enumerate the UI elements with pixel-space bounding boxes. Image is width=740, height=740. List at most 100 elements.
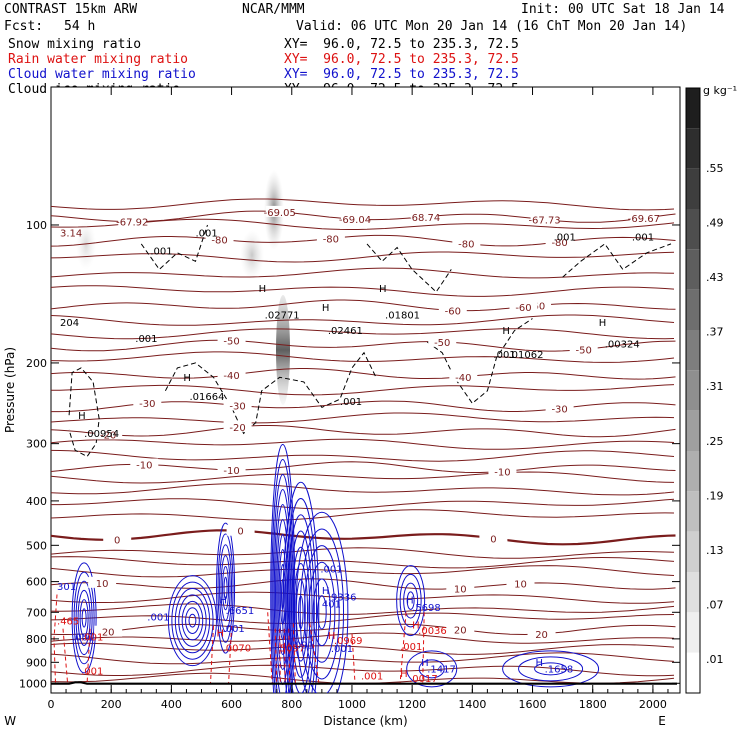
rain-water-contour xyxy=(351,633,356,684)
isotherm-label: -80 xyxy=(211,235,227,246)
east-label: E xyxy=(658,714,666,728)
rain-water-contour xyxy=(228,625,233,684)
init-time: Init: 00 UTC Sat 18 Jan 14 xyxy=(521,2,725,17)
isotherm-label-bg xyxy=(410,210,439,222)
point-label: .001 xyxy=(150,247,172,258)
point-label: H xyxy=(259,284,267,295)
isotherm-label-bg xyxy=(629,212,658,224)
point-label: H xyxy=(412,621,420,632)
isotherm-20 xyxy=(51,623,676,636)
point-label: .001 xyxy=(632,232,654,243)
isotherm-label-bg xyxy=(217,368,246,380)
point-label: .001 xyxy=(135,334,157,345)
cloud-water-contour xyxy=(273,488,292,693)
cloud-water-contour xyxy=(289,530,313,693)
y-tick-label: 1000 xyxy=(19,677,47,690)
rain-water-contour xyxy=(288,628,291,684)
colorbar-swatch xyxy=(686,168,700,209)
point-label: 401 xyxy=(322,600,341,611)
isotherm-label-bg xyxy=(446,623,475,635)
isotherm-label: -80 xyxy=(551,238,567,249)
cloud-water-contour xyxy=(518,656,584,682)
point-label: .02771 xyxy=(265,311,300,322)
cloud-water-contour xyxy=(271,458,295,693)
isotherm-label-bg xyxy=(226,524,255,536)
y-tick-label: 900 xyxy=(26,656,47,669)
isotherm-label: -30 xyxy=(551,405,567,416)
colorbar-swatch xyxy=(686,128,700,169)
isotherm-0 xyxy=(51,529,676,546)
isotherm-line xyxy=(51,251,675,263)
point-label: H xyxy=(328,631,336,642)
isotherm-label-bg xyxy=(438,304,467,316)
point-label: H xyxy=(78,411,86,422)
isotherm-label-bg xyxy=(205,233,234,245)
x-tick-label: 600 xyxy=(221,698,242,711)
cloud-water-contour xyxy=(75,580,93,656)
cloud-water-contour xyxy=(291,546,311,678)
isotherm-line xyxy=(51,267,675,279)
isotherm-line xyxy=(51,449,675,462)
y-tick-label: 300 xyxy=(26,438,47,451)
isotherm-label-bg xyxy=(223,420,252,432)
cloud-water-contour xyxy=(286,514,315,693)
cloud-water-contour xyxy=(220,555,231,622)
cloud-water-contour xyxy=(219,544,233,632)
y-axis-label: Pressure (hPa) xyxy=(3,347,17,433)
x-tick-label: 1000 xyxy=(338,698,366,711)
isotherm-line xyxy=(51,603,675,615)
isotherm-label: -69.04 xyxy=(339,215,371,226)
colorbar-swatch xyxy=(686,572,700,613)
point-label: .091 xyxy=(292,641,314,652)
isotherm-label: 10 xyxy=(96,579,109,590)
colorbar-swatch xyxy=(686,612,700,653)
field-name-cloud-water: Cloud water mixing ratio xyxy=(8,67,196,82)
rain-water-contour xyxy=(309,623,320,684)
rain-water-contour xyxy=(267,612,273,684)
colorbar-tick-label: .19 xyxy=(706,489,724,502)
point-label: .001 xyxy=(340,397,362,408)
point-label: .0969 xyxy=(334,636,363,647)
isotherm-line xyxy=(51,591,675,604)
isotherm-line xyxy=(51,285,675,297)
colorbar-swatch xyxy=(686,531,700,572)
point-label: .01664 xyxy=(189,392,224,403)
isotherm-label-bg xyxy=(223,399,252,411)
cloud-water-contour xyxy=(276,518,290,670)
colorbar-swatch xyxy=(686,410,700,451)
rain-water-contour xyxy=(283,628,286,684)
colorbar-tick-label: .31 xyxy=(706,380,724,393)
cloud-water-contour xyxy=(167,575,217,667)
isotherm-line xyxy=(51,565,675,578)
point-label: .00324 xyxy=(605,339,640,350)
isotherm-label: 0 xyxy=(237,527,243,538)
isotherm-line xyxy=(51,412,675,424)
point-label: .6651 xyxy=(226,606,255,617)
colorbar-swatch xyxy=(686,88,700,129)
isotherm-line xyxy=(51,314,675,326)
isotherm-label: -80 xyxy=(323,234,339,245)
isotherm--40 xyxy=(51,368,676,380)
cloud-water-contour xyxy=(295,511,349,693)
isotherm-label: 20 xyxy=(535,630,548,641)
point-label: .0070 xyxy=(223,643,252,654)
point-label: H xyxy=(379,284,387,295)
point-label: .001 xyxy=(554,232,576,243)
isotherm-label: -40 xyxy=(455,373,471,384)
point-label: H xyxy=(421,658,429,669)
point-label: 5097 xyxy=(280,643,305,654)
isotherm-label-bg xyxy=(509,300,538,312)
cloud-water-contour xyxy=(299,528,345,693)
isotherm-line xyxy=(51,471,675,484)
isotherm-line xyxy=(51,498,675,510)
cloud-water-contour xyxy=(406,591,415,610)
cloud-water-contour xyxy=(534,662,568,676)
cloud-water-contour xyxy=(304,545,340,680)
point-label: .001 xyxy=(320,564,342,575)
isotherm-label-bg xyxy=(265,205,294,217)
colorbar-swatch xyxy=(686,209,700,250)
y-tick-label: 800 xyxy=(26,633,47,646)
point-label: H xyxy=(400,669,408,680)
x-tick-label: 2000 xyxy=(639,698,667,711)
colorbar-tick-label: .49 xyxy=(706,217,724,230)
